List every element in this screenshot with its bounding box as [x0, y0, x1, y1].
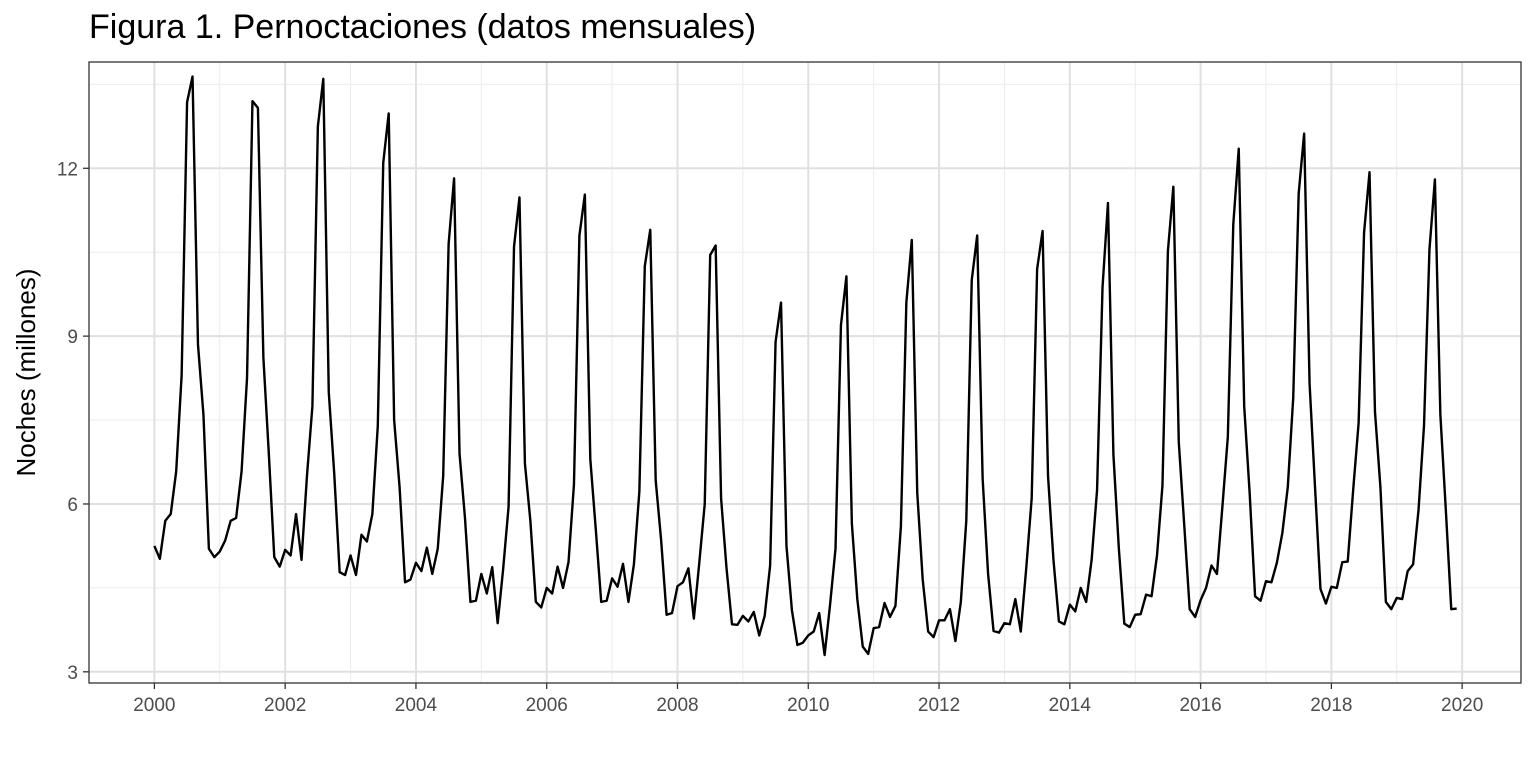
y-tick-label: 3: [67, 663, 78, 684]
y-tick-label: 9: [67, 327, 78, 348]
y-tick-label: 6: [67, 495, 78, 516]
x-tick-label: 2004: [395, 695, 438, 716]
series-line: [153, 75, 1457, 657]
x-tick-label: 2002: [264, 695, 306, 716]
x-tick-label: 2016: [1179, 695, 1221, 716]
y-axis-title: Noches (millones): [11, 268, 41, 476]
grid-lines: [89, 62, 1521, 683]
x-tick-label: 2008: [656, 695, 698, 716]
x-tick-label: 2020: [1441, 695, 1483, 716]
x-tick-label: 2012: [918, 695, 960, 716]
axis-layer: 2000 2002 2004 2006 2008 2010 2012 2014 2016 2018…: [57, 159, 1483, 716]
plot-border: [88, 61, 1522, 684]
series-layer: [153, 75, 1457, 657]
x-tick-label: 2000: [133, 695, 175, 716]
x-tick-label: 2018: [1310, 695, 1352, 716]
y-tick-label: 12: [57, 159, 78, 180]
x-tick-label: 2006: [526, 695, 568, 716]
chart-title: Figura 1. Pernoctaciones (datos mensuale…: [89, 8, 757, 46]
x-tick-label: 2014: [1049, 695, 1092, 716]
x-tick-label: 2010: [787, 695, 829, 716]
